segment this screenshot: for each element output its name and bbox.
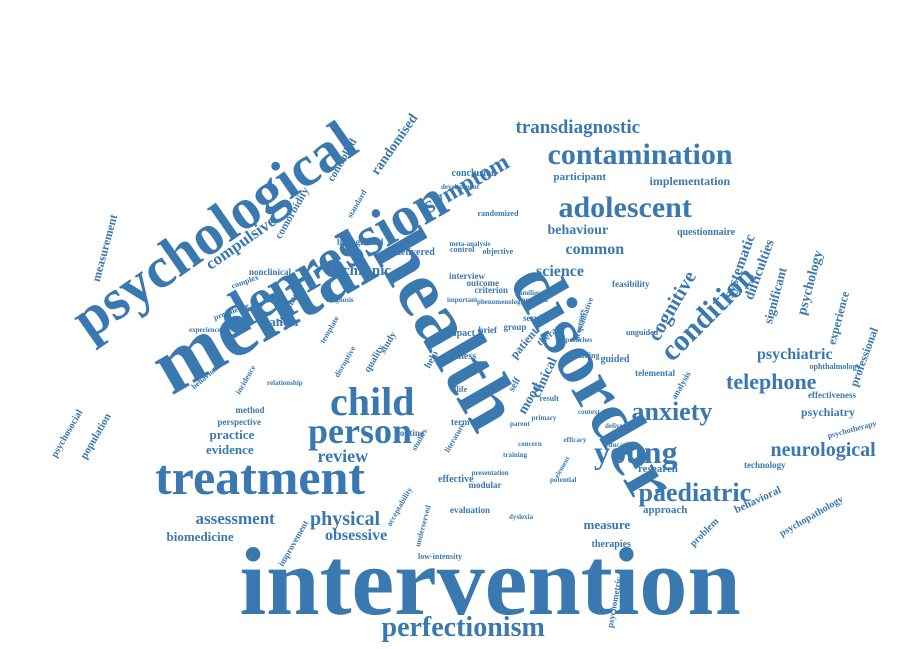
word-74: perspective xyxy=(217,416,261,427)
word-122: training xyxy=(503,450,528,459)
word-103: disruptive xyxy=(331,344,357,380)
word-115: experienced xyxy=(189,325,225,334)
word-136: dyslexia xyxy=(509,512,534,521)
word-47: approach xyxy=(643,503,688,516)
word-66: delivered xyxy=(395,247,435,258)
word-14: paediatric xyxy=(638,478,752,507)
word-94: finding xyxy=(575,351,600,360)
word-68: criterion xyxy=(474,284,508,295)
word-6: treatment xyxy=(155,449,366,505)
word-25: science xyxy=(536,263,584,280)
word-61: conclusion xyxy=(451,168,497,179)
word-43: cancer xyxy=(263,313,301,329)
word-98: objective xyxy=(482,247,514,256)
word-11: anxiety xyxy=(631,397,713,426)
word-24: review xyxy=(317,446,369,466)
word-60: participant xyxy=(553,170,607,183)
word-92: life xyxy=(456,385,468,394)
word-75: term xyxy=(451,416,470,427)
word-89: brief xyxy=(478,324,498,335)
word-35: measure xyxy=(583,516,631,532)
word-18: neurological xyxy=(770,439,876,461)
word-73: method xyxy=(235,404,265,415)
word-9: person xyxy=(308,411,413,451)
word-96: low-intensity xyxy=(418,552,462,561)
word-88: impact xyxy=(445,328,475,339)
word-134: acceptability xyxy=(384,485,415,528)
word-76: effective xyxy=(438,474,474,485)
word-116: relationship xyxy=(267,378,303,387)
word-129: potential xyxy=(550,475,577,484)
word-16: transdiagnostic xyxy=(515,116,641,138)
word-42: practice xyxy=(209,426,255,442)
word-38: randomised xyxy=(368,111,421,179)
word-56: effectiveness xyxy=(808,389,856,400)
word-51: therapies xyxy=(591,539,631,550)
word-19: telephone xyxy=(726,369,817,394)
word-7: perfectionism xyxy=(381,612,545,643)
word-58: psychotherapy xyxy=(826,418,878,441)
word-28: common xyxy=(565,241,625,258)
word-82: quality xyxy=(362,343,387,375)
word-79: routine xyxy=(396,427,424,438)
word-57: ophthalmology xyxy=(809,362,861,371)
word-125: diagnosis xyxy=(326,295,354,304)
word-77: modular xyxy=(468,479,502,490)
word-124: anorexia xyxy=(522,295,548,304)
word-126: parent xyxy=(510,419,530,428)
word-101: nonclinical xyxy=(249,266,292,277)
word-71: guided xyxy=(600,354,630,365)
word-67: interview xyxy=(449,270,485,281)
word-50: psychopathology xyxy=(777,493,846,540)
word-110: delivery xyxy=(605,421,630,430)
word-100: development xyxy=(441,182,480,191)
word-30: psychiatric xyxy=(757,346,833,363)
word-13: adolescent xyxy=(558,191,692,224)
word-21: physical xyxy=(310,508,381,530)
word-131: important xyxy=(447,295,478,304)
word-12: contamination xyxy=(547,138,733,171)
word-109: education xyxy=(605,440,635,449)
word-138: efficacy xyxy=(563,435,587,444)
word-91: result xyxy=(539,394,559,403)
word-52: research xyxy=(638,462,678,475)
word-80: illness xyxy=(450,351,477,362)
word-97: questionnaire xyxy=(677,227,736,238)
word-130: families xyxy=(516,288,540,297)
word-107: unguided xyxy=(626,328,659,337)
word-133: meta-analysis xyxy=(449,239,491,248)
word-34: psychology xyxy=(794,248,827,317)
word-121: control xyxy=(450,245,475,254)
word-99: randomized xyxy=(477,209,519,218)
word-118: approaches xyxy=(558,335,593,344)
word-27: obsessive xyxy=(325,527,388,544)
word-108: telemental xyxy=(635,367,675,378)
word-90: group xyxy=(503,321,527,332)
word-69: feasibility xyxy=(612,278,650,289)
word-29: behaviour xyxy=(547,223,609,238)
word-36: psychiatry xyxy=(801,405,855,419)
word-83: outcome xyxy=(466,277,500,288)
word-111: context xyxy=(578,407,600,416)
word-41: evidence xyxy=(206,441,254,457)
word-132: phenomenological xyxy=(477,297,532,306)
word-65: background xyxy=(337,236,384,247)
word-123: primary xyxy=(531,413,557,422)
word-26: chronic xyxy=(343,262,392,279)
word-59: implementation xyxy=(649,174,731,188)
word-40: biomedicine xyxy=(166,528,234,544)
word-128: presentation xyxy=(471,468,509,477)
word-53: technology xyxy=(744,459,786,470)
word-127: concern xyxy=(518,439,542,448)
word-55: experience xyxy=(823,289,852,347)
word-78: evaluation xyxy=(450,504,491,515)
word-70: service xyxy=(523,312,550,323)
word-8: child xyxy=(330,379,415,424)
word-0: intervention xyxy=(239,528,741,635)
word-10: young xyxy=(594,434,678,470)
word-44: population xyxy=(77,410,114,461)
word-37: professional xyxy=(846,325,882,389)
word-22: assessment xyxy=(195,508,275,528)
